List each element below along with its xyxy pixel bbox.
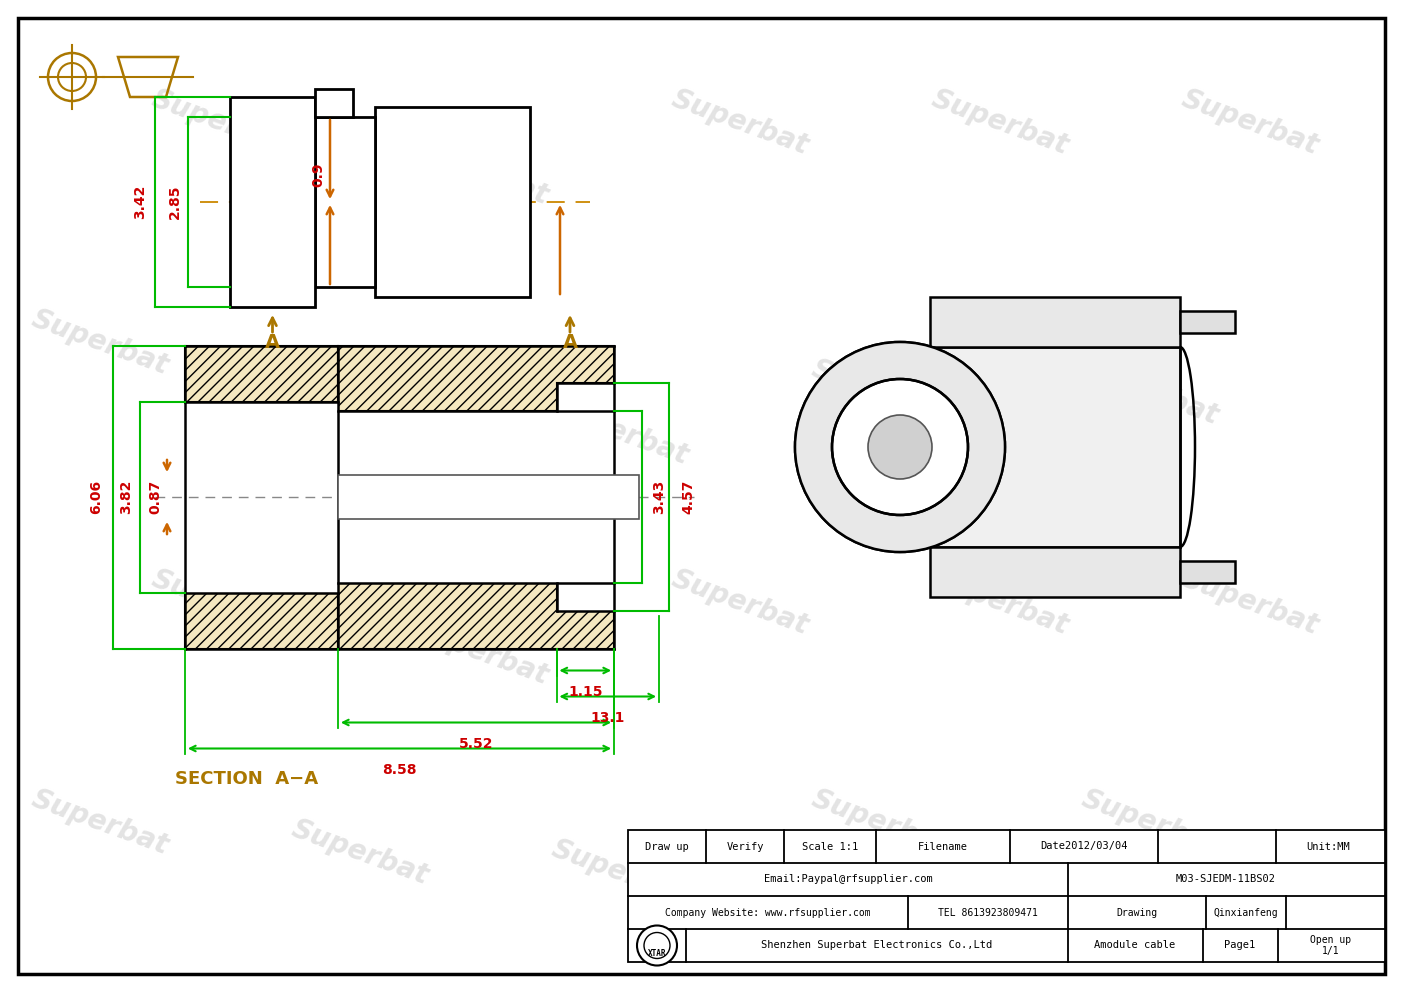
Bar — [899, 347, 1180, 547]
Text: Qinxianfeng: Qinxianfeng — [1214, 908, 1278, 918]
Bar — [930, 297, 1180, 347]
Text: Superbat: Superbat — [147, 564, 292, 640]
Text: Shenzhen Superbat Electronics Co.,Ltd: Shenzhen Superbat Electronics Co.,Ltd — [762, 940, 993, 950]
Text: 4.57: 4.57 — [680, 480, 694, 514]
Text: 2.85: 2.85 — [168, 185, 182, 219]
Text: Amodule cable: Amodule cable — [1094, 940, 1176, 950]
Text: Open up
1/1: Open up 1/1 — [1310, 934, 1351, 956]
Circle shape — [796, 342, 1005, 552]
Text: Superbat: Superbat — [668, 84, 812, 160]
Text: Superbat: Superbat — [927, 564, 1072, 640]
Text: 3.82: 3.82 — [119, 480, 133, 514]
Text: XTAR: XTAR — [648, 949, 666, 958]
Bar — [185, 402, 338, 592]
Text: 0.9: 0.9 — [311, 163, 325, 187]
Text: 5.52: 5.52 — [459, 736, 494, 751]
Text: Superbat: Superbat — [1078, 785, 1222, 860]
Bar — [930, 547, 1180, 597]
Circle shape — [832, 379, 968, 515]
Text: Scale 1:1: Scale 1:1 — [803, 841, 859, 851]
Text: 8.58: 8.58 — [382, 763, 417, 777]
Text: Superbat: Superbat — [547, 394, 693, 470]
Bar — [629, 830, 1385, 962]
Text: Superbat: Superbat — [147, 84, 292, 160]
Bar — [557, 383, 615, 412]
Bar — [316, 117, 375, 287]
Polygon shape — [185, 345, 338, 402]
Text: Verify: Verify — [727, 841, 763, 851]
Text: M03-SJEDM-11BS02: M03-SJEDM-11BS02 — [1176, 875, 1275, 885]
Text: Company Website: www.rfsupplier.com: Company Website: www.rfsupplier.com — [665, 908, 871, 918]
Circle shape — [868, 415, 932, 479]
Text: 1.15: 1.15 — [568, 684, 602, 698]
Text: Superbat: Superbat — [1078, 354, 1222, 430]
Circle shape — [637, 926, 678, 965]
Text: Superbat: Superbat — [407, 614, 553, 689]
Text: Filename: Filename — [918, 841, 968, 851]
Text: Date2012/03/04: Date2012/03/04 — [1040, 841, 1128, 851]
Text: TEL 8613923809471: TEL 8613923809471 — [939, 908, 1038, 918]
Bar — [1180, 561, 1235, 583]
Text: 3.42: 3.42 — [133, 185, 147, 219]
Text: Superbat: Superbat — [28, 785, 173, 860]
Text: Superbat: Superbat — [927, 84, 1072, 160]
Bar — [338, 475, 638, 519]
Bar — [338, 412, 615, 582]
Bar — [557, 582, 615, 611]
Text: 6.06: 6.06 — [88, 480, 102, 514]
Polygon shape — [338, 582, 615, 649]
Text: Superbat: Superbat — [668, 564, 812, 640]
Bar — [230, 97, 316, 307]
Bar — [375, 107, 530, 297]
Polygon shape — [338, 345, 615, 412]
Text: Page1: Page1 — [1225, 940, 1256, 950]
Text: 3.43: 3.43 — [652, 480, 666, 514]
Text: Superbat: Superbat — [288, 354, 432, 430]
Polygon shape — [185, 592, 338, 649]
Text: Superbat: Superbat — [808, 785, 953, 860]
Text: Superbat: Superbat — [288, 814, 432, 890]
Bar — [1180, 311, 1235, 333]
Text: Superbat: Superbat — [407, 134, 553, 209]
Text: Email:Paypal@rfsupplier.com: Email:Paypal@rfsupplier.com — [763, 875, 933, 885]
Text: Superbat: Superbat — [28, 305, 173, 380]
Text: 0.87: 0.87 — [147, 480, 161, 514]
Text: A: A — [563, 332, 578, 351]
Text: Drawing: Drawing — [1117, 908, 1157, 918]
Text: Superbat: Superbat — [1177, 84, 1323, 160]
Circle shape — [796, 342, 1005, 552]
Text: Superbat: Superbat — [547, 834, 693, 910]
Text: Unit:MM: Unit:MM — [1306, 841, 1350, 851]
Text: Superbat: Superbat — [808, 354, 953, 430]
Text: Superbat: Superbat — [1177, 564, 1323, 640]
Bar — [316, 89, 354, 117]
Text: SECTION  A−A: SECTION A−A — [175, 770, 318, 788]
Text: 13.1: 13.1 — [591, 710, 624, 724]
Text: Draw up: Draw up — [645, 841, 689, 851]
Text: A: A — [265, 332, 281, 351]
